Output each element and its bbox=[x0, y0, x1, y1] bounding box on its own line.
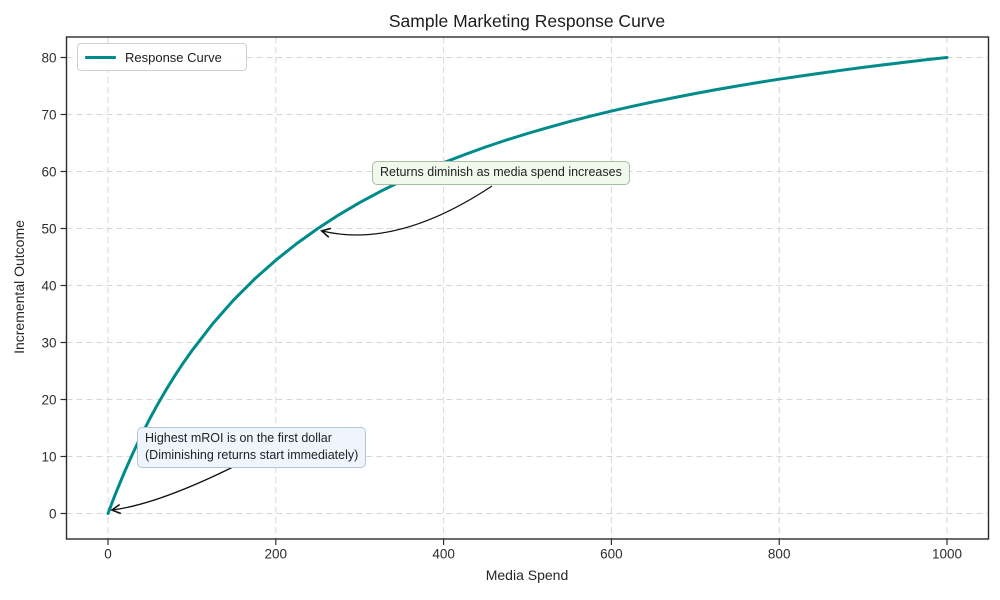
annotation-highest-mroi: Highest mROI is on the first dollar (Dim… bbox=[137, 426, 367, 468]
svg-text:1000: 1000 bbox=[932, 547, 962, 562]
svg-text:0: 0 bbox=[104, 547, 112, 562]
axis-tick-labels: 0 200 400 600 800 1000 0 10 20 30 40 50 60 70 80 bbox=[41, 50, 962, 561]
annotation-arrows bbox=[110, 185, 493, 515]
legend: Response Curve bbox=[77, 43, 247, 71]
chart-title: Sample Marketing Response Curve bbox=[388, 11, 666, 31]
svg-text:30: 30 bbox=[41, 335, 56, 350]
svg-text:20: 20 bbox=[41, 392, 56, 407]
response-curve-line bbox=[106, 56, 949, 515]
svg-text:70: 70 bbox=[41, 107, 56, 122]
plot-frame bbox=[65, 36, 990, 540]
x-axis-label: Media Spend bbox=[485, 567, 569, 583]
axis-ticks bbox=[60, 56, 948, 545]
annotation-diminishing-returns: Returns diminish as media spend increase… bbox=[372, 161, 630, 186]
svg-text:200: 200 bbox=[265, 547, 288, 562]
legend-line-swatch bbox=[85, 55, 116, 59]
svg-text:80: 80 bbox=[41, 50, 56, 65]
svg-text:10: 10 bbox=[41, 449, 56, 464]
svg-text:0: 0 bbox=[49, 506, 57, 521]
svg-text:600: 600 bbox=[600, 547, 623, 562]
svg-text:40: 40 bbox=[41, 278, 56, 293]
svg-text:400: 400 bbox=[432, 547, 455, 562]
svg-text:50: 50 bbox=[41, 221, 56, 236]
legend-label: Response Curve bbox=[125, 49, 222, 65]
y-axis-label: Incremental Outcome bbox=[11, 220, 27, 354]
svg-text:800: 800 bbox=[768, 547, 791, 562]
svg-text:60: 60 bbox=[41, 164, 56, 179]
